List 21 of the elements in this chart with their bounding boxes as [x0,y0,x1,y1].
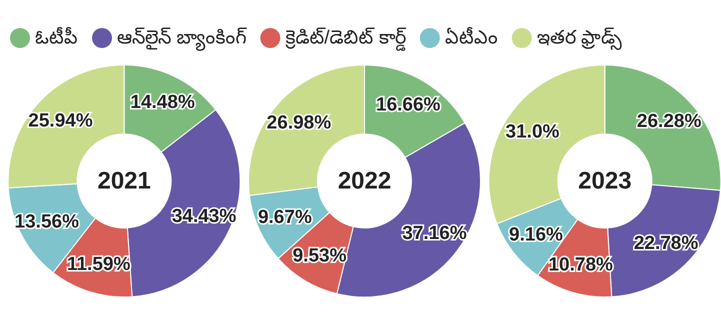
data-label: 25.94% [28,110,93,132]
legend-label: క్రెడిట్/డెబిట్ కార్డ్ [285,28,407,52]
data-label: 9.67% [258,206,312,228]
data-label: 14.48% [130,92,195,113]
legend-label: ఆన్‌లైన్ బ్యాంకింగ్ [117,28,248,52]
data-label: 26.98% [266,112,332,134]
data-label: 13.56% [14,211,80,232]
text: 2021 [97,168,151,194]
data-label: 22.78% [634,233,698,254]
data-label: 11.59% [66,254,130,276]
text: 2023 [578,168,632,194]
data-label: 9.53% [292,246,347,267]
data-label: 31.0% [506,121,560,142]
text: 2022 [338,168,392,194]
data-label: 9.16% [509,224,564,246]
legend-label: ఓటీపీ [35,26,78,48]
data-label: 16.66% [376,94,441,116]
data-label: 26.28% [636,111,702,132]
data-label: 37.16% [402,222,467,244]
legend-label: ఇతర ఫ్రాడ్స్ [536,28,622,50]
legend-label: ఏటీఎం [444,26,498,48]
